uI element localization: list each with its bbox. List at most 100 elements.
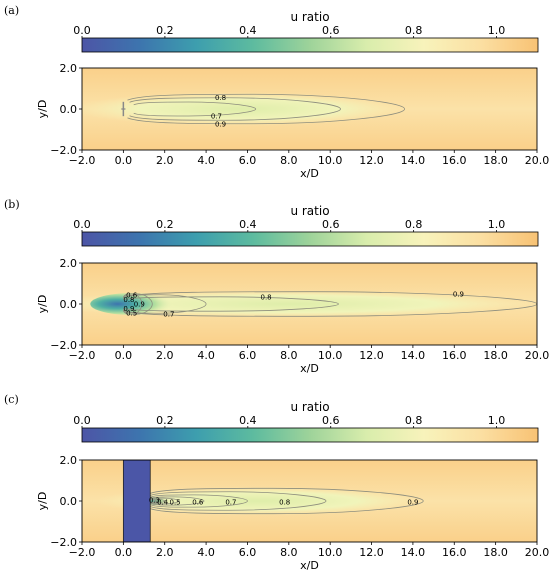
x-tick-label: 4.0 <box>197 546 215 559</box>
x-tick-label: 16.0 <box>442 546 467 559</box>
colorbar <box>81 37 539 53</box>
panel-label: (b) <box>4 198 20 211</box>
contour-label: 0.6 <box>126 291 138 299</box>
contour-line <box>127 93 406 125</box>
y-tick-label: −2.0 <box>50 339 77 352</box>
x-tick-label: 16.0 <box>442 349 467 362</box>
contour-line <box>150 497 180 505</box>
x-tick-label: 20.0 <box>525 546 550 559</box>
x-axis-label: x/D <box>300 167 319 180</box>
colorbar-title: u ratio <box>290 204 329 218</box>
colorbar-tick-label: 0.0 <box>73 414 91 427</box>
colorbar-tick-label: 0.4 <box>239 24 257 37</box>
contour-label: 0.9 <box>123 305 134 313</box>
contour-line <box>150 494 248 508</box>
y-tick-label: 2.0 <box>60 62 78 75</box>
y-tick-label: 0.0 <box>60 495 78 508</box>
x-tick-label: 0.0 <box>115 154 133 167</box>
contour-line <box>149 499 157 503</box>
x-tick-label: −2.0 <box>69 154 96 167</box>
colorbar <box>81 427 539 443</box>
x-tick-label: 10.0 <box>318 546 343 559</box>
x-tick-label: 2.0 <box>156 349 174 362</box>
contour-label: 0.5 <box>126 310 137 318</box>
x-tick-label: 0.0 <box>115 349 133 362</box>
x-tick-label: 12.0 <box>359 349 384 362</box>
x-tick-label: 18.0 <box>483 546 508 559</box>
contour-label: 0.8 <box>123 296 134 304</box>
x-axis-label: x/D <box>300 362 319 375</box>
x-tick-label: −2.0 <box>69 349 96 362</box>
colorbar-tick-label: 0.8 <box>405 24 423 37</box>
contour-line <box>122 293 153 315</box>
colorbar-tick-label: 1.0 <box>488 414 506 427</box>
colorbar-tick-label: 0.0 <box>73 218 91 231</box>
x-tick-label: 14.0 <box>401 546 426 559</box>
contour-label: 0.4 <box>157 499 169 507</box>
y-tick-label: −2.0 <box>50 536 77 549</box>
x-tick-label: 16.0 <box>442 154 467 167</box>
colorbar-tick-label: 0.4 <box>239 218 257 231</box>
contour-label: 0.7 <box>225 499 236 507</box>
contour-line <box>150 496 205 506</box>
contour-label: 0.7 <box>163 310 174 318</box>
colorbar-tick-label: 0.6 <box>322 24 340 37</box>
contour-label: 0.8 <box>215 94 226 102</box>
panel-label: (c) <box>4 393 19 406</box>
y-tick-label: 0.0 <box>60 298 78 311</box>
x-tick-label: 2.0 <box>156 154 174 167</box>
colorbar-tick-label: 0.0 <box>73 24 91 37</box>
y-axis-label: y/D <box>36 100 49 119</box>
contour-label: 0.8 <box>279 499 290 507</box>
x-tick-label: −2.0 <box>69 546 96 559</box>
contour-label: 0.9 <box>407 499 418 507</box>
x-tick-label: 8.0 <box>280 546 298 559</box>
x-tick-label: 10.0 <box>318 154 343 167</box>
y-axis-label: y/D <box>36 492 49 511</box>
contour-line <box>129 97 341 121</box>
contour-label: 0.9 <box>453 290 464 298</box>
contour-label: 0.7 <box>211 113 222 121</box>
plot-area: 0.7 0.8 0.9 <box>82 68 537 150</box>
wake-region <box>95 486 424 516</box>
colorbar <box>81 231 539 247</box>
x-tick-label: 6.0 <box>239 546 257 559</box>
contour-line <box>150 491 327 511</box>
y-tick-label: 2.0 <box>60 454 78 467</box>
blocked-region <box>122 460 151 542</box>
colorbar-tick-label: 1.0 <box>488 24 506 37</box>
colorbar-title: u ratio <box>290 10 329 24</box>
colorbar-tick-label: 0.2 <box>156 218 174 231</box>
y-axis-label: y/D <box>36 295 49 314</box>
panel-1: (a) u ratio 0.0 0.2 0.4 0.6 0.8 1.0 0.7 0.8 0.9 −2.… <box>4 4 549 180</box>
colorbar-tick-label: 0.8 <box>405 414 423 427</box>
contour-label: 0.8 <box>260 293 271 301</box>
colorbar-tick-label: 0.6 <box>322 218 340 231</box>
colorbar-tick-label: 1.0 <box>488 218 506 231</box>
x-tick-label: 12.0 <box>359 154 384 167</box>
x-tick-label: 12.0 <box>359 546 384 559</box>
x-tick-label: 0.0 <box>115 546 133 559</box>
contour-line <box>123 291 537 317</box>
y-tick-label: 0.0 <box>60 103 78 116</box>
x-axis-label: x/D <box>300 559 319 572</box>
colorbar-tick-label: 0.4 <box>239 414 257 427</box>
x-tick-label: 20.0 <box>525 154 550 167</box>
wake-region <box>82 92 405 126</box>
plot-area: 0.50.60.70.8 0.90.80.90.9 <box>82 263 537 345</box>
colorbar-tick-label: 0.6 <box>322 414 340 427</box>
contour-label: 0.9 <box>134 301 145 309</box>
contour-line <box>133 101 257 117</box>
near-wake-region <box>90 292 182 316</box>
plot-area: 0.30.4 0.5 0.6 0.7 0.8 0.9 <box>82 460 537 542</box>
x-tick-label: 2.0 <box>156 546 174 559</box>
x-tick-label: 18.0 <box>483 349 508 362</box>
y-tick-label: −2.0 <box>50 144 77 157</box>
contour-line <box>149 498 166 504</box>
x-tick-label: 14.0 <box>401 349 426 362</box>
contour-line <box>123 296 339 312</box>
contour-label: 0.3 <box>149 496 160 504</box>
